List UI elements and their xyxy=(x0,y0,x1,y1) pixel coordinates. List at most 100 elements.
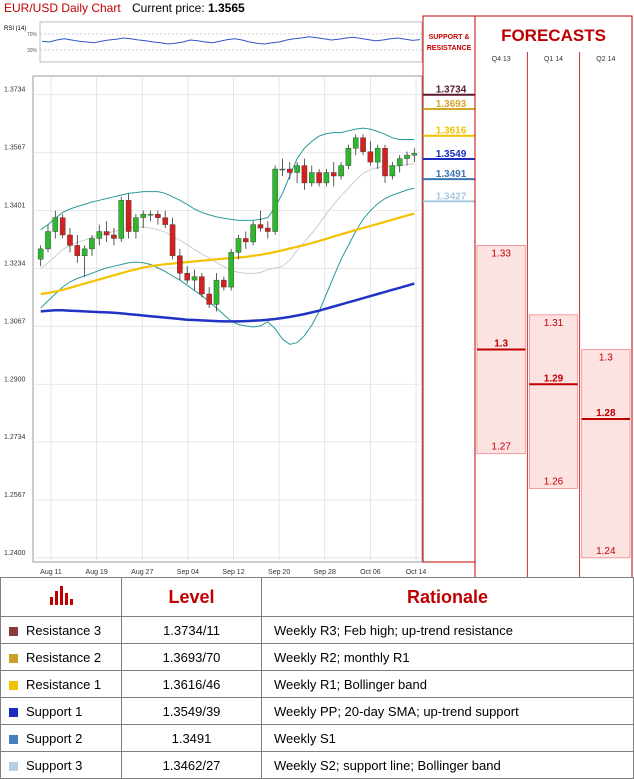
level-value-cell: 1.3491 xyxy=(121,724,262,752)
x-tick-label: Sep 04 xyxy=(177,569,199,576)
candle-body xyxy=(294,165,300,173)
x-tick-label: Sep 28 xyxy=(314,569,336,576)
level-name-cell: Resistance 3 xyxy=(0,616,122,644)
candle-body xyxy=(118,200,125,239)
support-resistance-panel: SUPPORT & RESISTANCE 1.3734 1.3693 1.3616 1.3… xyxy=(422,15,476,563)
candle-body xyxy=(396,158,403,166)
candle-body xyxy=(199,276,205,295)
candle-body xyxy=(37,248,44,260)
candle-body xyxy=(67,234,73,246)
bollinger-mid-line xyxy=(40,163,415,275)
level-rationale-cell: Weekly R1; Bollinger band xyxy=(261,670,634,698)
table-row: Resistance 3 1.3734/11 Weekly R3; Feb high… xyxy=(0,616,634,644)
price-panel: 1.3734 1.3567 1.3401 1.3234 1.3067 1.2900 1.27… xyxy=(4,75,427,576)
candle-body xyxy=(228,252,234,288)
level-color-swatch xyxy=(9,761,18,771)
level-name: Support 1 xyxy=(26,703,83,719)
level-name-cell: Support 1 xyxy=(0,697,122,725)
candle-body xyxy=(169,224,176,257)
candle-body xyxy=(133,217,139,232)
candle-body xyxy=(243,238,249,243)
candle-body xyxy=(140,213,147,218)
rsi-level-label: 70% xyxy=(27,32,38,38)
rsi-label: RSI (14) xyxy=(4,26,26,32)
candle-body xyxy=(367,151,374,163)
current-price-label: Current price: xyxy=(132,1,205,15)
candle-body xyxy=(301,165,308,184)
level-value-cell: 1.3616/46 xyxy=(121,670,262,698)
candle-body xyxy=(360,137,366,152)
level-value-cell: 1.3549/39 xyxy=(121,697,262,725)
current-price-value: 1.3565 xyxy=(208,1,245,15)
chart-svg: RSI (14)70%30% 1.37341.35671.34011.32341… xyxy=(4,15,633,578)
candle-body xyxy=(221,279,227,288)
level-color-swatch xyxy=(9,734,18,744)
level-name-cell: Resistance 2 xyxy=(0,643,122,671)
y-tick-label: 1.3734 xyxy=(4,87,26,94)
forecast-col-label: Q4 13 xyxy=(492,56,511,63)
chart-title: EUR/USD Daily Chart xyxy=(4,1,121,15)
forecast-median-label: 1.28 xyxy=(596,408,616,419)
x-tick-label: Oct 06 xyxy=(360,569,381,576)
candle-body xyxy=(213,279,220,305)
table-row: Support 1 1.3549/39 Weekly PP; 20-day SMA;… xyxy=(0,697,634,725)
level-name: Support 3 xyxy=(26,757,83,773)
candle-body xyxy=(257,224,264,229)
x-tick-label: Sep 20 xyxy=(268,569,290,576)
level-name-cell: Support 2 xyxy=(0,724,122,752)
level-color-swatch xyxy=(9,626,18,636)
candle-body xyxy=(111,234,117,239)
forecast-top-label: 1.3 xyxy=(599,353,613,364)
level-name-cell: Support 3 xyxy=(0,751,122,779)
level-name-cell: Resistance 1 xyxy=(0,670,122,698)
sr-level-label: 1.3616 xyxy=(436,126,467,137)
candle-body xyxy=(52,217,59,232)
table-header-icon-cell xyxy=(0,577,122,617)
candle-body xyxy=(206,293,212,305)
y-tick-label: 1.2900 xyxy=(4,376,26,383)
level-value-cell: 1.3693/70 xyxy=(121,643,262,671)
level-name: Resistance 1 xyxy=(26,676,102,692)
forecast-range xyxy=(528,314,579,489)
candle-body xyxy=(125,200,132,232)
level-rationale-cell: Weekly R2; monthly R1 xyxy=(261,643,634,671)
candle-body xyxy=(81,248,88,257)
x-tick-label: Aug 19 xyxy=(86,569,108,576)
candle-body xyxy=(162,217,168,225)
candle-body xyxy=(279,168,286,171)
level-color-swatch xyxy=(9,707,18,717)
candle-body xyxy=(45,231,51,250)
candle-body xyxy=(155,213,161,218)
forecast-bottom-label: 1.26 xyxy=(544,476,564,487)
forecast-bottom-label: 1.24 xyxy=(596,546,616,557)
price-frame xyxy=(32,75,423,563)
levels-table: Level Rationale Resistance 3 1.3734/11 Wee… xyxy=(0,577,634,779)
x-tick-label: Sep 12 xyxy=(222,569,244,576)
forecast-top-label: 1.33 xyxy=(491,248,511,259)
candle-body xyxy=(389,165,396,177)
candle-body xyxy=(191,276,198,281)
x-tick-label: Aug 11 xyxy=(40,569,62,576)
sr-level-label: 1.3693 xyxy=(436,99,467,110)
bollinger-lower-line xyxy=(40,187,415,345)
candle-body xyxy=(147,213,154,216)
forecasts-title: FORECASTS xyxy=(501,26,606,45)
candle-body xyxy=(287,168,293,173)
candle-body xyxy=(265,227,271,232)
sr-header-line-1: SUPPORT & xyxy=(429,34,470,41)
candle-body xyxy=(345,148,352,166)
sr-frame xyxy=(422,15,476,563)
candle-body xyxy=(272,168,278,232)
candle-body xyxy=(330,172,337,177)
y-tick-label: 1.3067 xyxy=(4,318,26,325)
candle-body xyxy=(96,231,103,239)
level-color-swatch xyxy=(9,680,18,690)
sr-header-line-2: RESISTANCE xyxy=(427,45,472,52)
chart-header: EUR/USD Daily Chart Current price: 1.356… xyxy=(0,0,420,16)
rsi-level-label: 30% xyxy=(27,48,38,54)
x-tick-label: Oct 14 xyxy=(406,569,427,576)
bollinger-upper-line xyxy=(40,127,415,231)
forecast-range xyxy=(581,349,631,559)
y-tick-label: 1.3401 xyxy=(4,202,26,209)
level-rationale-cell: Weekly S1 xyxy=(261,724,634,752)
